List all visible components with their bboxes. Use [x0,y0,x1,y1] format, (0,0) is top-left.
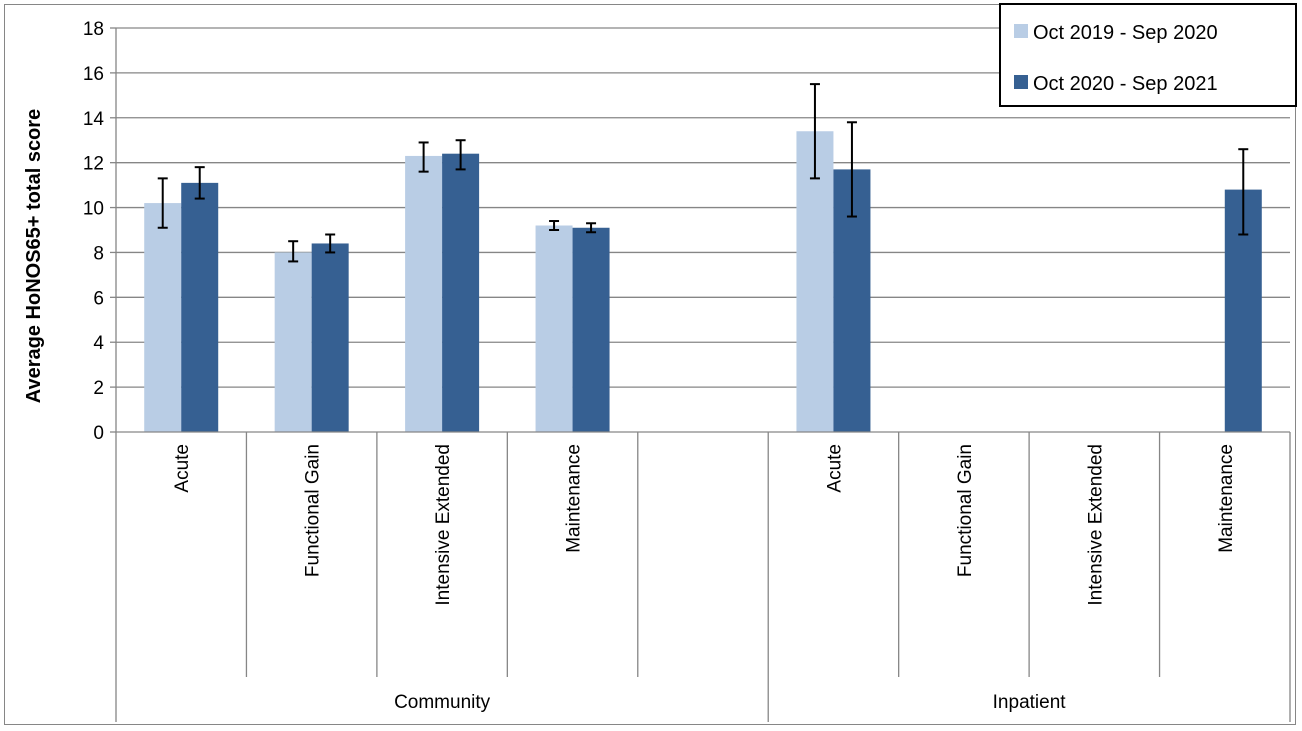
category-label: Maintenance [1216,444,1237,553]
y-tick-label: 10 [83,199,104,220]
bar [181,182,219,432]
legend-swatch-2019-2020 [1014,24,1028,38]
category-label: Maintenance [564,444,585,553]
bar [572,227,610,432]
y-tick-label: 6 [93,288,104,309]
y-tick-label: 14 [83,109,105,130]
category-label: Functional Gain [955,444,976,577]
y-tick-label: 0 [93,423,104,444]
legend-label-2020-2021: Oct 2020 - Sep 2021 [1033,73,1218,95]
bar [535,225,573,432]
group-label: Inpatient [993,692,1067,713]
axes [110,27,1291,722]
legend-box [999,3,1297,107]
y-tick-label: 16 [83,64,104,85]
category-label: Acute [824,444,845,493]
bar [442,153,480,432]
legend: Oct 2019 - Sep 2020 Oct 2020 - Sep 2021 [999,3,1297,107]
y-tick-label: 4 [93,333,104,354]
category-label: Acute [172,444,193,493]
bar [796,131,834,432]
group-labels: Community Inpatient [394,692,1066,713]
chart-frame [4,4,1296,725]
category-labels: Acute Functional Gain Intensive Extended Ma… [172,444,1237,606]
bar [144,203,182,432]
legend-label-2019-2020: Oct 2019 - Sep 2020 [1033,22,1218,44]
y-axis-title: Average HoNOS65+ total score [23,109,45,403]
group-label: Community [394,692,491,713]
y-tick-label: 8 [93,243,104,264]
y-tick-label: 12 [83,154,104,175]
category-label: Intensive Extended [433,444,454,606]
y-tick-label: 18 [83,19,104,40]
category-label: Functional Gain [303,444,324,577]
bar [405,155,443,432]
y-tick-label: 2 [93,378,104,399]
bars [144,131,1262,432]
legend-swatch-2020-2021 [1014,75,1028,89]
y-tick-labels: 0 2 4 6 8 10 12 14 16 18 [83,19,105,444]
bar [274,252,312,432]
error-bars [157,83,1249,263]
bar [311,243,349,432]
category-label: Intensive Extended [1085,444,1106,606]
